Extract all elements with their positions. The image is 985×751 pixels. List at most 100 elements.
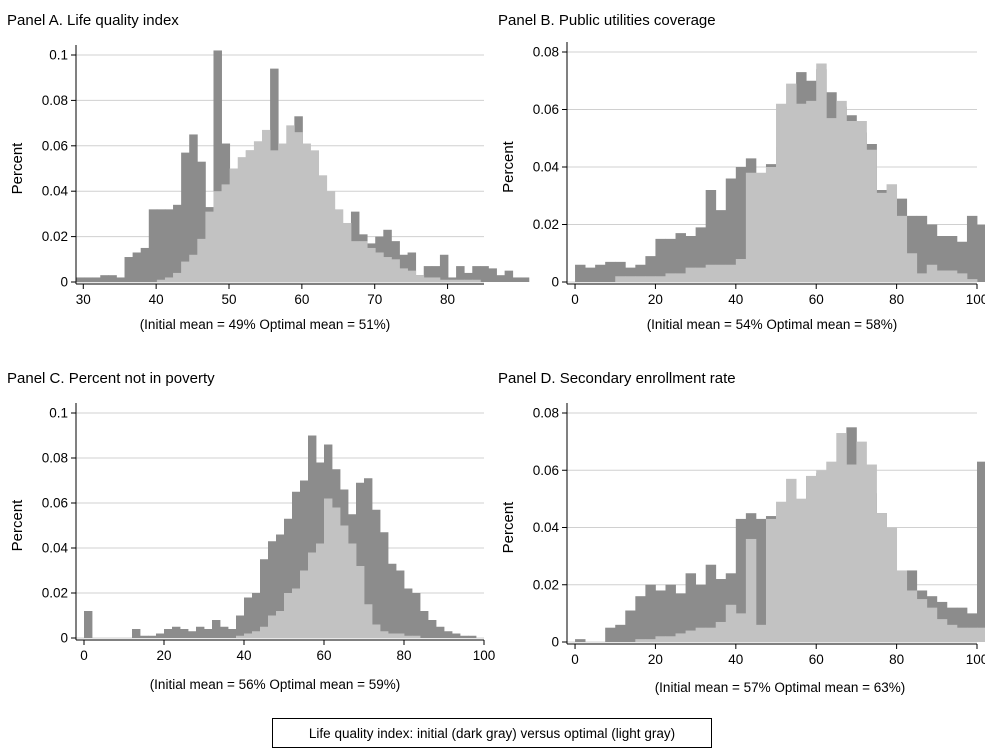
panel-c-initial-bar [380,532,389,638]
panel-c-initial-bar [140,635,149,638]
panel-c-optimal-bar [340,525,349,638]
panel-a-x-tick-label: 30 [76,292,91,307]
panel-d-optimal-bar [635,639,646,642]
panel-a-initial-bar [431,266,441,282]
legend-text: Life quality index: initial (dark gray) … [308,725,676,741]
panel-c-initial-bar [420,611,429,638]
panel-b-optimal-bar [956,273,968,282]
panel-a-optimal-bar [350,241,360,282]
panel-a-initial-bar [488,268,497,282]
panel-b-optimal-bar [645,276,656,282]
panel-d-initial-bar [615,624,626,642]
panel-c-initial-bar [84,611,93,638]
panel-a-optimal-bar [334,209,344,282]
panel-a-initial-bar [383,229,392,282]
panel-c-optimal-bar [308,552,317,638]
panel-c-initial-bar [372,509,381,638]
panel-b-optimal-bar [906,253,918,282]
panel-c-initial-bar [220,626,229,638]
panel-b-initial-bar [956,241,968,282]
panel-d-initial-bar [755,518,767,642]
panel-b-optimal-bar [846,121,857,282]
panel-b-optimal-bar [776,103,787,282]
panel-d-initial-bar [735,518,747,642]
panel-b-optimal-bar [896,215,908,282]
panel-b-initial-bar [625,267,636,282]
panel-a-y-tick-label: 0.02 [42,229,68,244]
panel-d-optimal-bar [876,513,887,642]
panel-c-optimal-bar [292,588,301,638]
panel-d-initial-bar [715,579,727,642]
panel-d-initial-bar [705,564,717,642]
panel-a-optimal-bar [302,143,311,282]
panel-a-optimal-bar [278,143,287,282]
panel-a-initial-bar [116,277,125,282]
panel-c-y-tick-label: 0.04 [42,541,69,556]
panel-d-y-axis-label: Percent [500,501,517,554]
panel-c-initial-bar [260,559,269,638]
panel-b-initial-bar [685,236,697,282]
panel-d-caption: (Initial mean = 57% Optimal mean = 63%) [654,680,906,695]
panel-d-optimal-bar [675,633,686,642]
panel-b-x-tick-label: 20 [648,292,663,307]
panel-c-optimal-bar [388,633,397,638]
panel-b-initial-bar [936,236,948,282]
panel-a-initial-bar [76,277,85,282]
panel-d-y-tick-label: 0 [551,635,559,650]
panel-d-optimal-bar [796,498,807,642]
panel-b-optimal-bar [826,118,837,282]
panel-b-y-tick-label: 0.04 [533,160,560,175]
panel-d-x-tick-label: 60 [809,652,824,667]
panel-a-initial-bar [173,204,182,282]
panel-c-initial-bar [356,482,365,638]
panel-a-optimal-bar [156,279,166,282]
panel-c-initial-bar [252,593,261,638]
panel-a-initial-bar [156,209,166,282]
panel-d-optimal-bar [926,607,938,642]
panel-b-caption: (Initial mean = 54% Optimal mean = 58%) [646,317,898,332]
panel-b-initial-bar [926,224,938,282]
panel-b-initial-bar [665,238,676,282]
panel-a-initial-bar [164,209,174,282]
panel-d-optimal-bar [786,478,797,642]
panel-b-initial-bar [595,264,606,282]
panel-a-initial-bar [108,275,117,282]
panel-c-y-tick-label: 0 [60,631,68,646]
panel-a-optimal-bar [464,279,473,282]
panel-b-optimal-bar [625,276,636,282]
panel-a-optimal-bar [383,257,392,282]
panel-d-optimal-bar [755,624,767,642]
panel-d-x-tick-label: 20 [648,652,663,667]
panel-c-initial-bar [212,620,221,638]
panel-d-optimal-bar [665,636,676,642]
panel-a-initial-bar [504,270,514,282]
panel-d-y-tick-label: 0.08 [533,406,559,421]
panel-b-initial-bar [966,215,978,282]
panel-b-title: Panel B. Public utilities coverage [498,12,716,29]
panel-a-initial-bar [423,266,433,282]
panel-c-initial-bar [164,629,173,638]
panel-b-optimal-bar [926,264,938,282]
panel-b-y-axis-label: Percent [500,140,517,193]
panel-d-y-tick-label: 0.02 [533,577,559,592]
panel-a-initial-bar [84,277,93,282]
panel-b-initial-bar [605,261,616,282]
panel-a-initial-bar [472,266,481,282]
panel-d-initial-bar [685,573,697,642]
panel-d-initial-bar [575,639,586,642]
panel-d-optimal-bar [695,627,707,642]
panel-b-optimal-bar [886,184,898,282]
panel-c-y-tick-label: 0.06 [42,496,68,511]
panel-a-optimal-bar [189,254,198,282]
panel-c-y-axis-label: Percent [9,499,26,552]
panel-d-optimal-bar [886,527,898,642]
panel-b-optimal-bar [796,103,807,282]
panel-b-y-tick-label: 0.06 [533,102,559,117]
panel-d-x-tick-label: 100 [966,652,985,667]
panel-b-y-tick-label: 0.02 [533,217,559,232]
panel-a-optimal-bar [270,150,279,282]
panel-a-optimal-bar [448,279,457,282]
panel-a-initial-bar [512,277,522,282]
panel-d-initial-bar [655,590,666,642]
panel-d-optimal-bar [866,464,877,642]
